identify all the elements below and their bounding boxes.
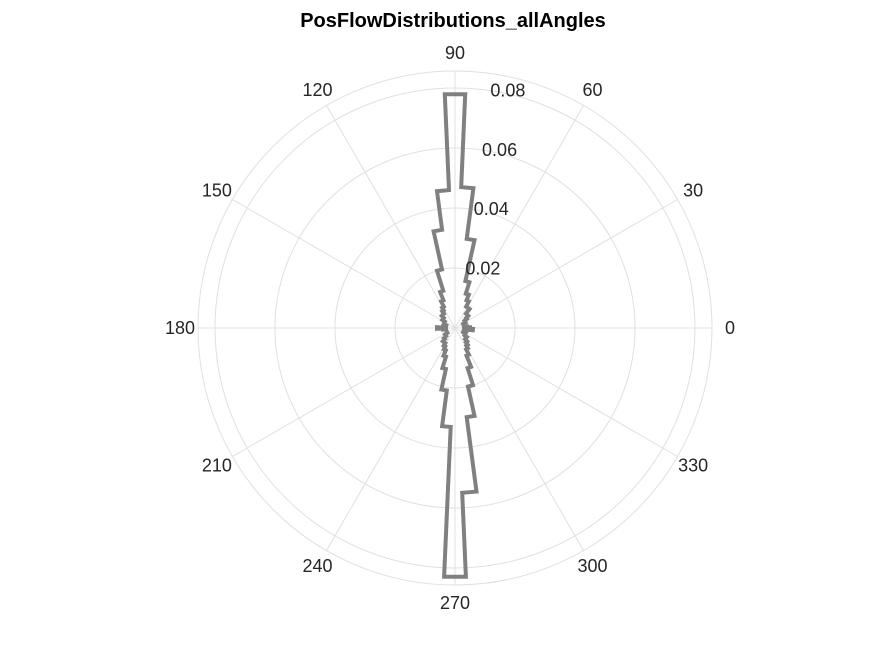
theta-tick-label-150: 150 <box>202 181 232 201</box>
theta-tick-label-180: 180 <box>165 318 195 338</box>
r-tick-label-0.08: 0.08 <box>490 80 525 100</box>
angular-gridline-240 <box>326 327 456 551</box>
theta-tick-label-60: 60 <box>582 80 602 100</box>
radial-tick-labels: 0.02 0.04 0.06 0.08 <box>465 80 525 278</box>
angular-gridline-210 <box>232 327 456 457</box>
theta-tick-labels: 0 30 60 90 120 150 180 210 240 270 300 330 <box>165 43 735 613</box>
polar-grid <box>197 70 713 586</box>
r-tick-label-0.02: 0.02 <box>465 259 500 279</box>
angular-gridline-30 <box>454 199 678 329</box>
r-tick-label-0.06: 0.06 <box>482 140 517 160</box>
angular-gridline-120 <box>326 105 456 329</box>
angular-gridline-300 <box>454 327 584 551</box>
angular-gridline-150 <box>232 199 456 329</box>
theta-tick-label-240: 240 <box>302 556 332 576</box>
theta-tick-label-90: 90 <box>445 43 465 63</box>
angular-gridline-60 <box>454 105 584 329</box>
series-layer <box>431 92 479 579</box>
chart-title: PosFlowDistributions_allAngles <box>300 10 606 32</box>
theta-tick-label-300: 300 <box>577 556 607 576</box>
theta-tick-label-270: 270 <box>440 593 470 613</box>
series-outline-0 <box>431 92 479 579</box>
r-tick-label-0.04: 0.04 <box>474 199 509 219</box>
theta-tick-label-210: 210 <box>202 456 232 476</box>
theta-tick-label-0: 0 <box>725 318 735 338</box>
theta-tick-label-120: 120 <box>302 80 332 100</box>
angular-gridline-330 <box>454 327 678 457</box>
theta-tick-label-330: 330 <box>678 456 708 476</box>
theta-tick-label-30: 30 <box>683 181 703 201</box>
